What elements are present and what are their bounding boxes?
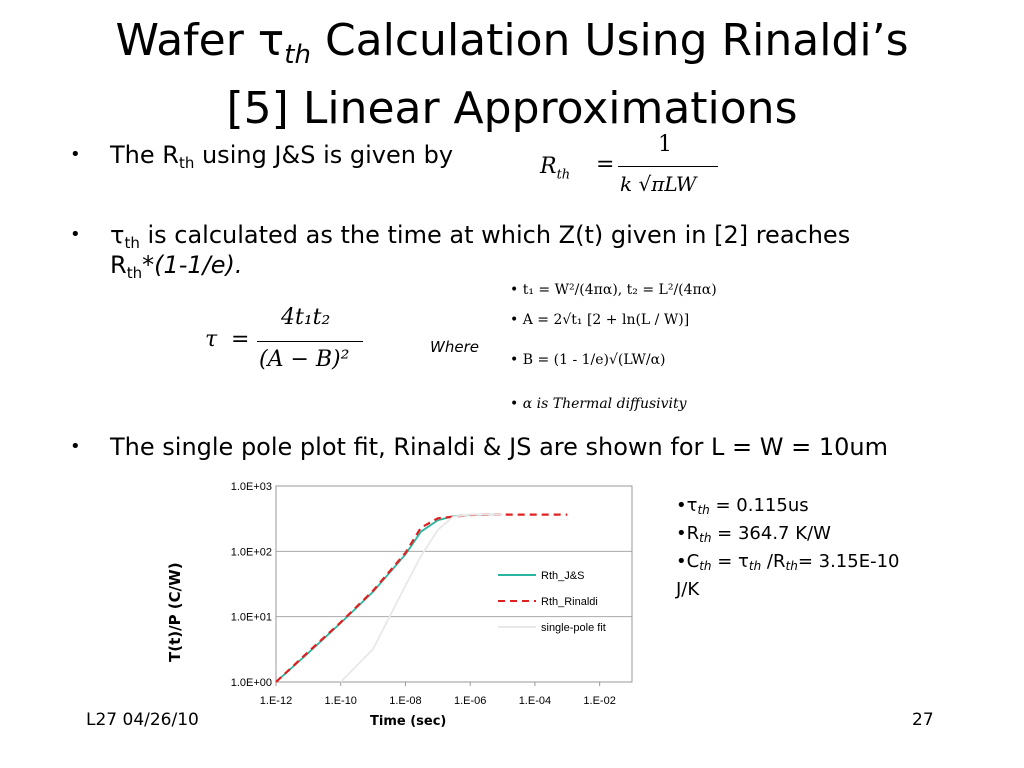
t-definition: • t₁ = W²/(4πα), t₂ = L²/(4πα)	[510, 282, 717, 298]
x-tick-label: 1.E-10	[325, 695, 357, 707]
x-tick-label: 1.E-04	[519, 695, 551, 707]
series-line-1	[275, 513, 568, 683]
legend-label: Rth_Rinaldi	[541, 596, 598, 608]
cth-result: •Cth = τth /Rth= 3.15E-10	[676, 551, 900, 573]
y-axis-title: T(t)/P (C/W)	[166, 562, 184, 662]
thermal-impedance-chart: 1.0E+00 1.0E+01 1.0E+02 1.0E+03 1.E-12 1.E-10…	[231, 481, 633, 707]
cth-unit: J/K	[676, 579, 700, 600]
tau-formula: τ = 4t₁t₂ (A − B)²	[205, 305, 375, 385]
rth-formula: Rth = 1 k √πLW	[540, 132, 740, 202]
x-tick-label: 1.E-06	[454, 695, 486, 707]
slide-title: Wafer τth Calculation Using Rinaldi’s [5…	[115, 15, 909, 134]
legend-label: Rth_J&S	[541, 570, 584, 582]
legend-layer: Rth_J&S Rth_Rinaldi single-pole fit	[498, 570, 606, 634]
x-axis-title: Time (sec)	[370, 714, 447, 729]
footer-date: L27 04/26/10	[86, 710, 199, 730]
rth-result: •Rth = 364.7 K/W	[676, 523, 831, 545]
y-tick-label: 1.0E+02	[231, 546, 272, 558]
slide-number: 27	[912, 710, 934, 730]
tau-result: •τth = 0.115us	[676, 495, 809, 517]
x-tick-label: 1.E-12	[260, 695, 292, 707]
x-tick-label: 1.E-02	[583, 695, 615, 707]
where-label: Where	[430, 338, 479, 356]
y-tick-label: 1.0E+00	[231, 677, 272, 689]
legend-label: single-pole fit	[541, 622, 606, 634]
b-definition: • B = (1 - 1/e)√(LW/α)	[510, 352, 666, 368]
plot-frame	[275, 485, 633, 683]
a-definition: • A = 2√t₁ [2 + ln(L / W)]	[510, 312, 690, 328]
alpha-definition: • α is Thermal diffusivity	[510, 396, 687, 412]
series-layer	[275, 513, 568, 683]
series-line-2	[340, 513, 503, 683]
y-tick-label: 1.0E+01	[231, 612, 272, 624]
x-tick-label: 1.E-08	[389, 695, 421, 707]
axes-layer: 1.0E+00 1.0E+01 1.0E+02 1.0E+03 1.E-12 1.E-10…	[231, 481, 633, 707]
results-box: •τth = 0.115us •Rth = 364.7 K/W •Cth = τ…	[676, 494, 899, 601]
series-line-0	[275, 513, 503, 683]
y-tick-label: 1.0E+03	[231, 481, 272, 493]
